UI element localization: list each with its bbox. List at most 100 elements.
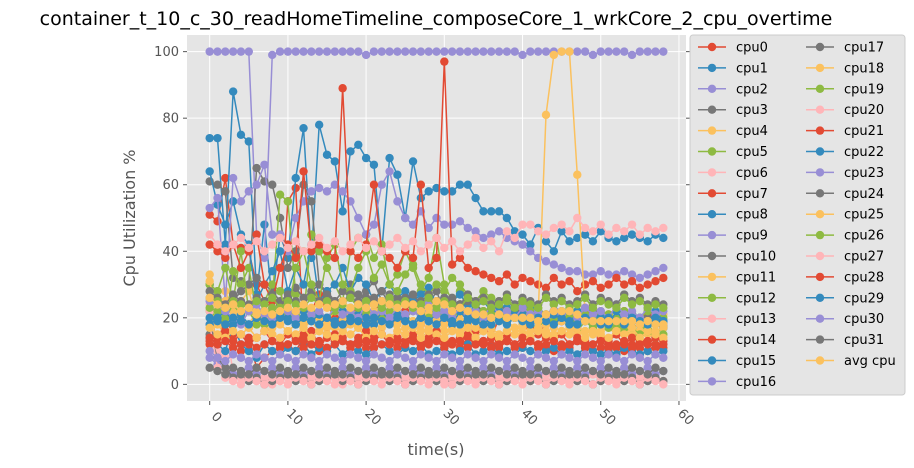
data-point <box>228 173 238 183</box>
legend-item: cpu9 <box>698 229 768 244</box>
data-point <box>549 273 559 283</box>
data-point <box>463 323 472 332</box>
data-point <box>299 336 308 346</box>
series-cpu14 <box>205 57 668 306</box>
data-point <box>361 296 371 306</box>
data-point <box>518 303 527 313</box>
data-point <box>424 316 433 326</box>
data-point <box>377 247 386 256</box>
data-point <box>377 316 386 326</box>
data-point <box>573 310 582 319</box>
data-point <box>369 300 379 309</box>
legend-item: cpu21 <box>806 124 884 139</box>
legend-label: cpu14 <box>736 333 776 348</box>
data-point <box>596 220 605 229</box>
data-point <box>244 303 253 313</box>
legend-item: cpu12 <box>698 291 776 306</box>
legend-label: cpu11 <box>736 270 776 285</box>
data-point <box>557 313 566 323</box>
legend-item: cpu27 <box>806 250 884 265</box>
data-point <box>322 243 332 253</box>
data-point <box>526 313 535 323</box>
data-point <box>268 310 277 319</box>
data-point <box>228 87 238 96</box>
data-point <box>330 47 340 56</box>
data-point <box>369 376 379 386</box>
data-point <box>471 353 480 362</box>
data-point <box>494 47 504 56</box>
legend-label: cpu29 <box>844 291 884 306</box>
data-point <box>651 330 660 339</box>
data-point <box>580 280 590 289</box>
data-point <box>620 280 629 289</box>
data-point <box>275 213 285 223</box>
data-point <box>299 313 308 323</box>
data-point <box>338 320 347 329</box>
data-point <box>291 183 300 193</box>
data-point <box>651 277 660 286</box>
data-point <box>643 280 652 289</box>
data-point <box>455 330 465 339</box>
data-point <box>471 310 480 319</box>
data-point <box>596 350 605 359</box>
data-point <box>424 366 433 376</box>
data-point <box>322 296 332 306</box>
data-point <box>557 263 566 273</box>
legend-label: cpu0 <box>736 41 768 56</box>
data-point <box>502 313 512 323</box>
data-point <box>424 263 433 273</box>
data-point <box>659 273 668 283</box>
data-point <box>549 300 559 309</box>
data-point <box>369 363 379 372</box>
data-point <box>275 263 285 273</box>
data-point <box>385 153 394 163</box>
data-point <box>651 313 660 323</box>
data-point <box>487 303 496 313</box>
series-cpu2 <box>205 47 668 263</box>
data-point <box>330 237 340 246</box>
data-point <box>322 363 332 372</box>
data-point <box>213 353 222 362</box>
data-point <box>283 380 293 389</box>
legend-marker <box>815 335 825 344</box>
data-point <box>314 120 324 130</box>
data-point <box>502 336 512 346</box>
data-point <box>401 316 410 326</box>
data-point <box>408 336 418 346</box>
data-point <box>432 346 441 356</box>
data-point <box>471 267 480 276</box>
data-point <box>361 336 371 346</box>
data-point <box>408 356 418 366</box>
data-point <box>401 47 410 56</box>
data-point <box>455 303 465 313</box>
data-point <box>338 207 347 216</box>
legend-item: cpu7 <box>698 187 768 202</box>
data-point <box>299 123 308 133</box>
data-point <box>573 47 582 56</box>
data-point <box>236 380 246 389</box>
data-point <box>244 370 253 379</box>
data-point <box>291 346 300 356</box>
data-point <box>275 233 285 243</box>
y-tick-label: 80 <box>162 112 179 127</box>
data-point <box>549 343 559 352</box>
data-point <box>401 310 410 319</box>
legend-marker <box>707 126 717 135</box>
data-point <box>565 346 574 356</box>
data-point <box>487 376 496 386</box>
legend-marker <box>815 356 825 365</box>
data-point <box>228 267 238 276</box>
series-cpu25 <box>205 323 668 342</box>
data-point <box>620 356 629 366</box>
data-point <box>221 173 230 183</box>
data-point <box>541 330 551 339</box>
data-point <box>361 350 371 359</box>
data-point <box>346 293 355 303</box>
data-point <box>533 280 543 289</box>
data-point <box>221 370 230 379</box>
data-point <box>393 303 402 313</box>
x-tick-label: 0 <box>208 409 224 425</box>
data-point <box>354 340 363 349</box>
data-point <box>455 253 465 263</box>
data-point <box>612 353 621 362</box>
